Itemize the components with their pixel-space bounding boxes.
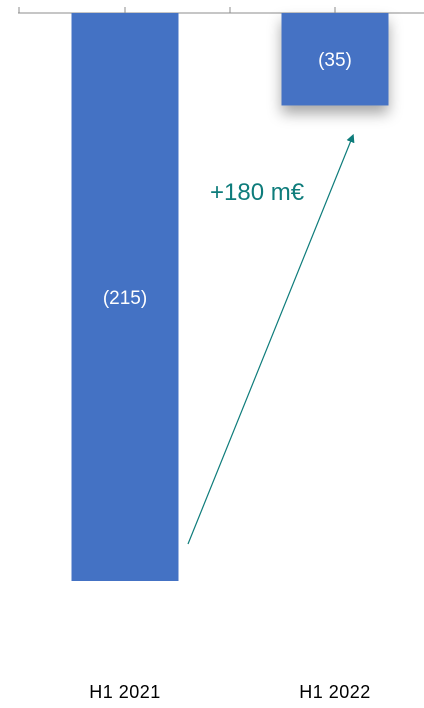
bars-group — [71, 13, 389, 581]
category-label: H1 2022 — [299, 682, 371, 702]
x-axis-ticks — [18, 7, 336, 13]
data-label: (215) — [103, 288, 147, 309]
change-annotation-label: +180 m€ — [210, 179, 305, 206]
category-label: H1 2021 — [89, 682, 161, 702]
category-labels-group: H1 2021 H1 2022 — [89, 682, 371, 702]
bar-h1-2021 — [71, 13, 179, 581]
change-arrow — [187, 133, 355, 545]
data-label: (35) — [318, 50, 352, 71]
bar-h1-2022 — [281, 13, 389, 106]
data-labels-group: (215) (35) — [103, 50, 352, 309]
